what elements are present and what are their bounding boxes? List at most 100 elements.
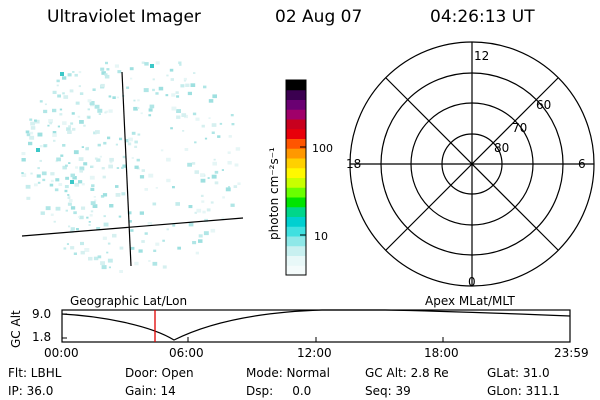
speckle-dot [191, 162, 196, 165]
speckle-dot [52, 133, 57, 137]
speckle-dot [208, 117, 211, 119]
speckle-dot [56, 84, 59, 87]
speckle-dot [53, 139, 56, 142]
speckle-dot [39, 159, 42, 162]
speckle-dot [89, 214, 93, 217]
speckle-dot [204, 137, 208, 140]
speckle-dot [190, 83, 196, 87]
colorbar-band [286, 119, 306, 130]
speckle-dot [128, 220, 132, 223]
speckle-dot [181, 113, 187, 117]
speckle-dot [107, 258, 113, 263]
speckle-dot [227, 161, 232, 165]
speckle-dot [203, 231, 209, 236]
speckle-dot [177, 246, 181, 250]
speckle-dot [37, 181, 41, 184]
speckle-dot [26, 133, 31, 137]
date-label: 02 Aug 07 [275, 7, 363, 27]
speckle-dot [72, 127, 76, 131]
lat-label-60: 60 [536, 98, 551, 112]
speckle-dot [108, 109, 113, 113]
speckle-dot [79, 120, 84, 124]
speckle-dot [211, 131, 215, 134]
speckle-dot [54, 188, 59, 192]
time-label: 04:26:13 UT [430, 7, 535, 27]
xtick-label-1200: 12:00 [297, 346, 332, 360]
speckle-dot [166, 178, 171, 183]
status-gain: Gain: 14 [125, 384, 176, 398]
speckle-dot [221, 169, 224, 171]
speckle-dot [56, 79, 60, 83]
parallel-line [21, 217, 244, 237]
speckle-dot [93, 196, 96, 198]
speckle-dot [127, 211, 132, 215]
speckle-dot [68, 199, 73, 203]
speckle-dot [37, 132, 43, 137]
speckle-dot [100, 83, 105, 88]
colorbar-band [286, 255, 306, 266]
speckle-dot [230, 203, 235, 207]
speckle-dot [67, 202, 72, 206]
speckle-dot [222, 196, 225, 199]
speckle-dot [126, 86, 130, 89]
speckle-dot [118, 215, 122, 218]
speckle-dot [73, 211, 77, 215]
speckle-dot [52, 131, 57, 134]
speckle-dot [73, 252, 77, 255]
speckle-dot [52, 108, 57, 113]
speckle-dot [108, 164, 113, 169]
speckle-dot [81, 206, 86, 210]
speckle-dot [83, 162, 88, 166]
speckle-dot [104, 74, 110, 79]
altitude-curve [61, 309, 571, 341]
speckle-dot [202, 210, 206, 214]
speckle-dot [133, 106, 138, 111]
speckle-dot [130, 77, 133, 80]
colorbar-band [286, 236, 306, 247]
speckle-dot [109, 161, 113, 164]
speckle-dot [57, 94, 61, 98]
speckle-dot [85, 147, 89, 151]
speckle-dot [198, 239, 203, 243]
speckle-dot [131, 157, 134, 159]
speckle-dot [176, 109, 181, 113]
meridian-line [121, 71, 132, 267]
colorbar-band [286, 99, 306, 110]
speckle-dot [75, 166, 78, 169]
speckle-dot [188, 205, 193, 209]
colorbar-band [286, 226, 306, 237]
speckle-dot [30, 126, 36, 130]
speckle-dot [60, 154, 64, 157]
speckle-dot [90, 201, 96, 206]
speckle-dot [219, 122, 223, 125]
speckle-dot [131, 131, 136, 135]
speckle-dot [67, 130, 72, 134]
geographic-image [21, 61, 244, 273]
speckle-dot [92, 204, 98, 208]
colorbar-band [286, 138, 306, 149]
speckle-dot [58, 183, 63, 186]
speckle-dot [63, 95, 69, 99]
speckle-dot [21, 152, 26, 156]
timeline-left-title: Geographic Lat/Lon [70, 294, 188, 308]
status-glon: GLon: 311.1 [487, 384, 560, 398]
speckle-dot [117, 70, 122, 74]
speckle-dot [121, 166, 124, 169]
speckle-dot [55, 178, 60, 182]
speckle-dot [143, 88, 149, 93]
speckle-dot [127, 142, 132, 146]
speckle-dot [34, 183, 38, 187]
speckle-dot [97, 108, 103, 113]
speckle-dot [57, 125, 60, 128]
speckle-dot [147, 222, 153, 226]
speckle-dot [34, 119, 37, 122]
speckle-dot [107, 136, 111, 140]
speckle-dot [44, 103, 47, 106]
speckle-dot [149, 104, 155, 109]
speckle-dot [137, 107, 140, 109]
colorbar-band [286, 167, 306, 178]
speckle-dot [210, 228, 216, 233]
speckle-dot [158, 86, 164, 91]
speckle-dot [198, 234, 203, 238]
speckle-dot [65, 209, 68, 212]
